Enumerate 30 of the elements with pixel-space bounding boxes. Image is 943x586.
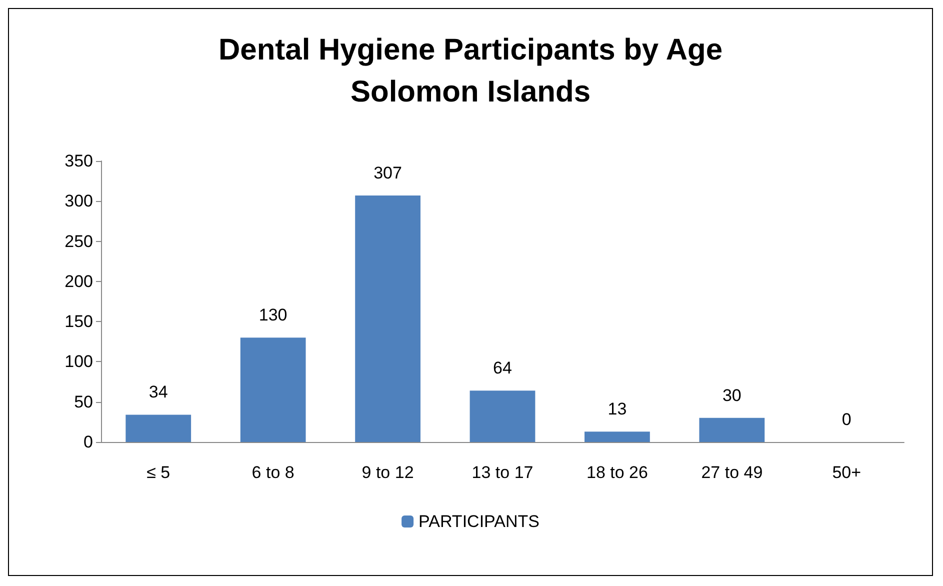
data-label: 30 xyxy=(722,386,742,405)
data-label: 13 xyxy=(608,400,627,419)
chart-title: Dental Hygiene Participants by Age Solomon Islands xyxy=(218,34,723,108)
y-tick-label: 150 xyxy=(64,312,93,332)
x-tick-label: 50+ xyxy=(832,463,862,482)
y-tick-label: 50 xyxy=(74,392,93,412)
x-tick-label: 27 to 49 xyxy=(701,463,763,482)
x-tick-label: 6 to 8 xyxy=(252,463,294,482)
x-tick-label: 13 to 17 xyxy=(472,463,534,482)
y-tick-label: 200 xyxy=(64,272,93,291)
data-label: 64 xyxy=(493,358,512,378)
data-label: 34 xyxy=(148,382,168,402)
bar xyxy=(584,432,650,442)
x-tick-label: 18 to 26 xyxy=(586,463,648,482)
bar xyxy=(355,196,420,442)
y-tick-label: 250 xyxy=(64,232,93,251)
legend-label: PARTICIPANTS xyxy=(418,512,540,531)
y-tick-label: 350 xyxy=(64,152,93,170)
data-label: 307 xyxy=(374,164,402,183)
y-tick-label: 100 xyxy=(64,352,93,372)
data-label: 130 xyxy=(258,306,288,325)
y-tick-label: 300 xyxy=(64,192,93,211)
bar xyxy=(240,338,306,442)
bar xyxy=(699,418,765,442)
x-tick-label: ≤ 5 xyxy=(146,463,170,482)
bar xyxy=(126,414,192,442)
x-tick-label: 9 to 12 xyxy=(362,463,414,482)
bar xyxy=(470,390,536,442)
data-label: 0 xyxy=(842,410,852,429)
y-tick-label: 0 xyxy=(84,432,93,452)
